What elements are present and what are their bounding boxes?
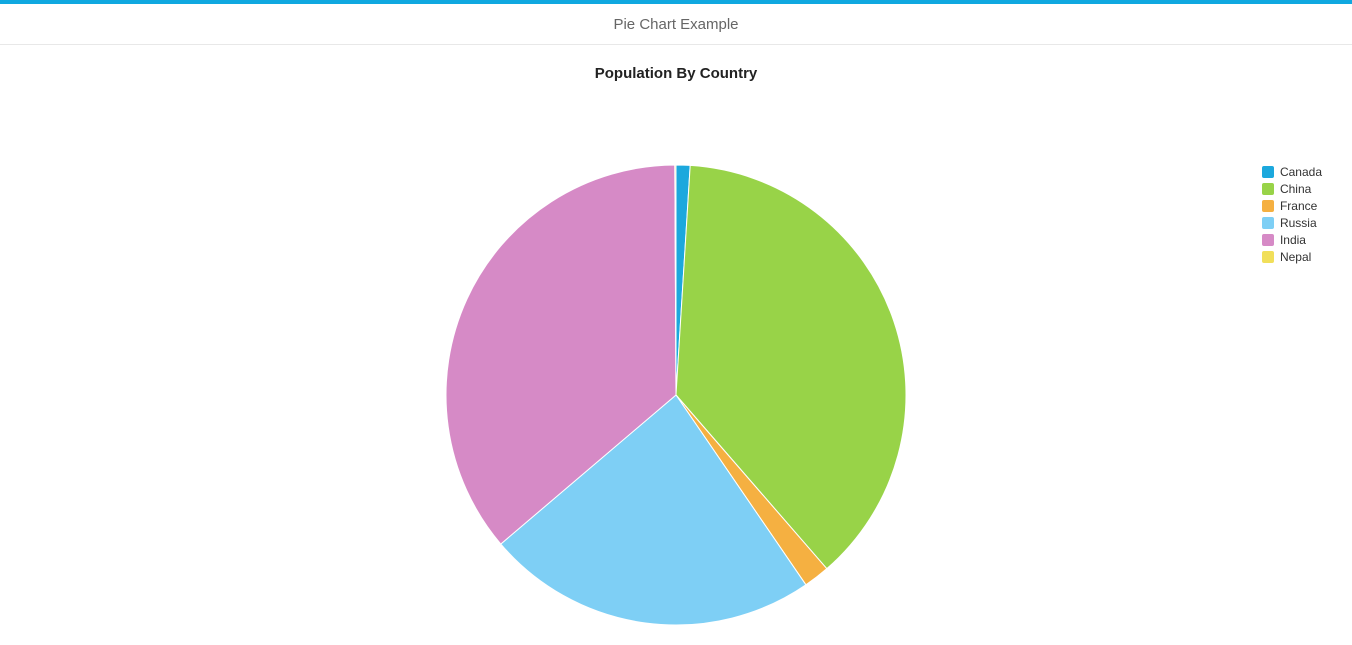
chart-legend: Canada China France Russia India Nepal — [1262, 165, 1322, 264]
legend-item-india[interactable]: India — [1262, 233, 1322, 247]
legend-label: China — [1280, 182, 1311, 196]
legend-item-china[interactable]: China — [1262, 182, 1322, 196]
legend-label: Nepal — [1280, 250, 1311, 264]
legend-swatch-icon — [1262, 166, 1274, 178]
chart-title: Population By Country — [0, 45, 1352, 82]
legend-item-russia[interactable]: Russia — [1262, 216, 1322, 230]
legend-label: Canada — [1280, 165, 1322, 179]
pie-svg — [426, 145, 926, 645]
legend-item-nepal[interactable]: Nepal — [1262, 250, 1322, 264]
legend-swatch-icon — [1262, 200, 1274, 212]
legend-swatch-icon — [1262, 217, 1274, 229]
legend-swatch-icon — [1262, 183, 1274, 195]
legend-swatch-icon — [1262, 234, 1274, 246]
chart-content: Population By Country Canada China France R… — [0, 45, 1352, 593]
page-title: Pie Chart Example — [613, 16, 738, 33]
legend-swatch-icon — [1262, 251, 1274, 263]
legend-label: Russia — [1280, 216, 1317, 230]
legend-item-france[interactable]: France — [1262, 199, 1322, 213]
legend-label: France — [1280, 199, 1317, 213]
legend-item-canada[interactable]: Canada — [1262, 165, 1322, 179]
legend-label: India — [1280, 233, 1306, 247]
page-header: Pie Chart Example — [0, 4, 1352, 45]
pie-chart — [426, 145, 926, 645]
